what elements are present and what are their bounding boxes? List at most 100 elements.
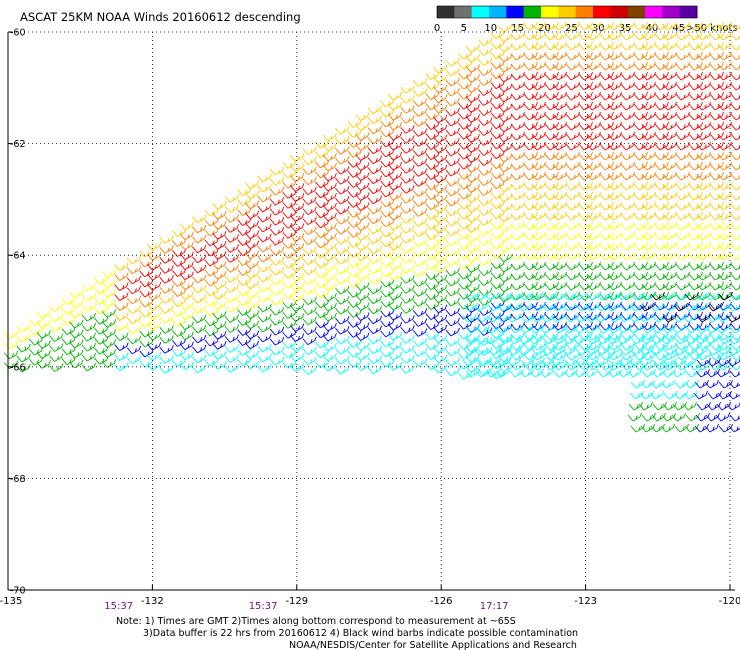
wind-barb (172, 278, 187, 287)
wind-barb (257, 243, 272, 253)
wind-barb (620, 281, 635, 291)
wind-barb (380, 108, 395, 118)
wind-barb (380, 208, 395, 218)
wind-barb (696, 121, 711, 131)
wind-barb (61, 306, 76, 316)
wind-barb (126, 275, 142, 285)
wind-barb (490, 200, 505, 210)
wind-barb (3, 330, 19, 340)
wind-barb (641, 101, 656, 111)
wind-barb (282, 230, 297, 239)
wind-barb (662, 211, 677, 221)
wind-barb (387, 201, 403, 211)
wind-barb (244, 350, 260, 360)
wind-barb (531, 71, 546, 81)
wind-barb (412, 258, 428, 267)
wind-barb (730, 133, 740, 141)
wind-barb (490, 230, 505, 240)
wind-barb (302, 326, 317, 336)
wind-barb (400, 335, 415, 344)
wind-barb (355, 132, 370, 141)
wind-barb (380, 328, 395, 338)
wind-barb (490, 90, 505, 100)
wind-barb (531, 161, 546, 171)
wind-barb (412, 218, 428, 227)
wind-barb (565, 51, 580, 61)
wind-barb (49, 353, 64, 362)
wind-barb (335, 256, 350, 265)
wind-barb (237, 247, 252, 256)
wind-barb (335, 276, 350, 285)
wind-barb (322, 352, 337, 362)
wind-barb (662, 201, 677, 211)
wind-barb (565, 61, 580, 71)
wind-barb (662, 181, 677, 191)
wind-barb (696, 271, 711, 281)
wind-barb (490, 40, 505, 50)
wind-barb (607, 111, 622, 121)
wind-barb (400, 265, 415, 274)
wind-barb (114, 282, 129, 291)
wind-barb (458, 180, 473, 190)
wind-barb (237, 287, 252, 296)
wind-barb (192, 364, 207, 374)
wind-barb (662, 21, 677, 31)
legend-tick-label: 20 (538, 23, 551, 34)
wind-barb (498, 273, 513, 283)
wind-barb (620, 111, 635, 121)
wind-barb (620, 161, 635, 171)
wind-barb (146, 311, 162, 321)
legend-tick-label: 25 (565, 23, 578, 34)
wind-barb (425, 231, 440, 240)
wind-barb (367, 315, 383, 325)
wind-barb (412, 158, 428, 167)
wind-barb (367, 165, 383, 175)
wind-barb (192, 354, 207, 364)
wind-barb (704, 423, 719, 433)
wind-barb (204, 257, 219, 267)
wind-barb (552, 21, 567, 31)
wind-barb (179, 361, 194, 371)
wind-barb (490, 150, 505, 160)
wind-barb (179, 341, 194, 351)
wind-barb (400, 155, 415, 164)
wind-barb (565, 221, 580, 231)
wind-barb (510, 231, 525, 241)
wind-barb (302, 176, 317, 186)
wind-barb (69, 319, 84, 329)
wind-barb (425, 281, 440, 290)
wind-barb (510, 271, 525, 281)
wind-barb (179, 221, 194, 231)
wind-barb (335, 236, 350, 245)
wind-barb (565, 271, 580, 281)
wind-barb (101, 309, 117, 318)
wind-barb (531, 51, 546, 61)
wind-barb (717, 151, 732, 161)
wind-barb (380, 318, 395, 328)
wind-barb (380, 268, 395, 278)
wind-barb (179, 331, 194, 341)
wind-barb (675, 241, 690, 251)
wind-barb (179, 351, 194, 361)
wind-barb (728, 337, 740, 345)
wind-barb (531, 81, 546, 91)
wind-barb (432, 354, 448, 364)
wind-barb (244, 260, 260, 270)
wind-barb (531, 101, 546, 111)
wind-barb (490, 70, 505, 80)
legend-swatch (558, 6, 577, 18)
wind-barb (432, 254, 448, 264)
wind-barb (510, 31, 525, 41)
wind-barb (94, 286, 109, 295)
wind-barb (696, 221, 711, 231)
wind-barb (531, 261, 546, 271)
wind-barb (81, 302, 96, 312)
wind-barb (662, 231, 677, 241)
wind-barb (172, 288, 187, 297)
wind-barb (139, 278, 154, 288)
wind-barb (380, 98, 395, 108)
wind-barb (531, 231, 546, 241)
wind-barb (506, 313, 521, 323)
wind-barb (641, 201, 656, 211)
wind-barb (517, 346, 532, 356)
